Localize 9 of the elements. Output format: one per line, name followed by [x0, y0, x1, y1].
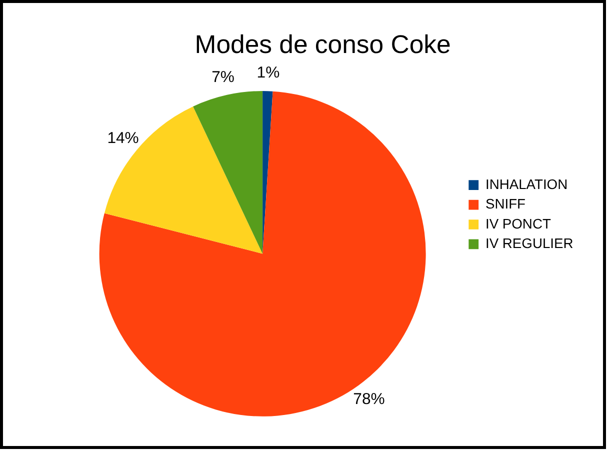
- data-label: 7%: [212, 68, 234, 86]
- legend-label: IV PONCT: [485, 215, 552, 232]
- data-label: 78%: [353, 391, 385, 408]
- legend-label: SNIFF: [485, 196, 526, 212]
- data-label: 14%: [107, 130, 139, 148]
- data-label: 1%: [256, 64, 280, 82]
- legend-label: INHALATION: [485, 176, 568, 192]
- chart-title: Modes de conso Coke: [194, 31, 451, 60]
- legend-label: IV REGULIER: [485, 235, 574, 252]
